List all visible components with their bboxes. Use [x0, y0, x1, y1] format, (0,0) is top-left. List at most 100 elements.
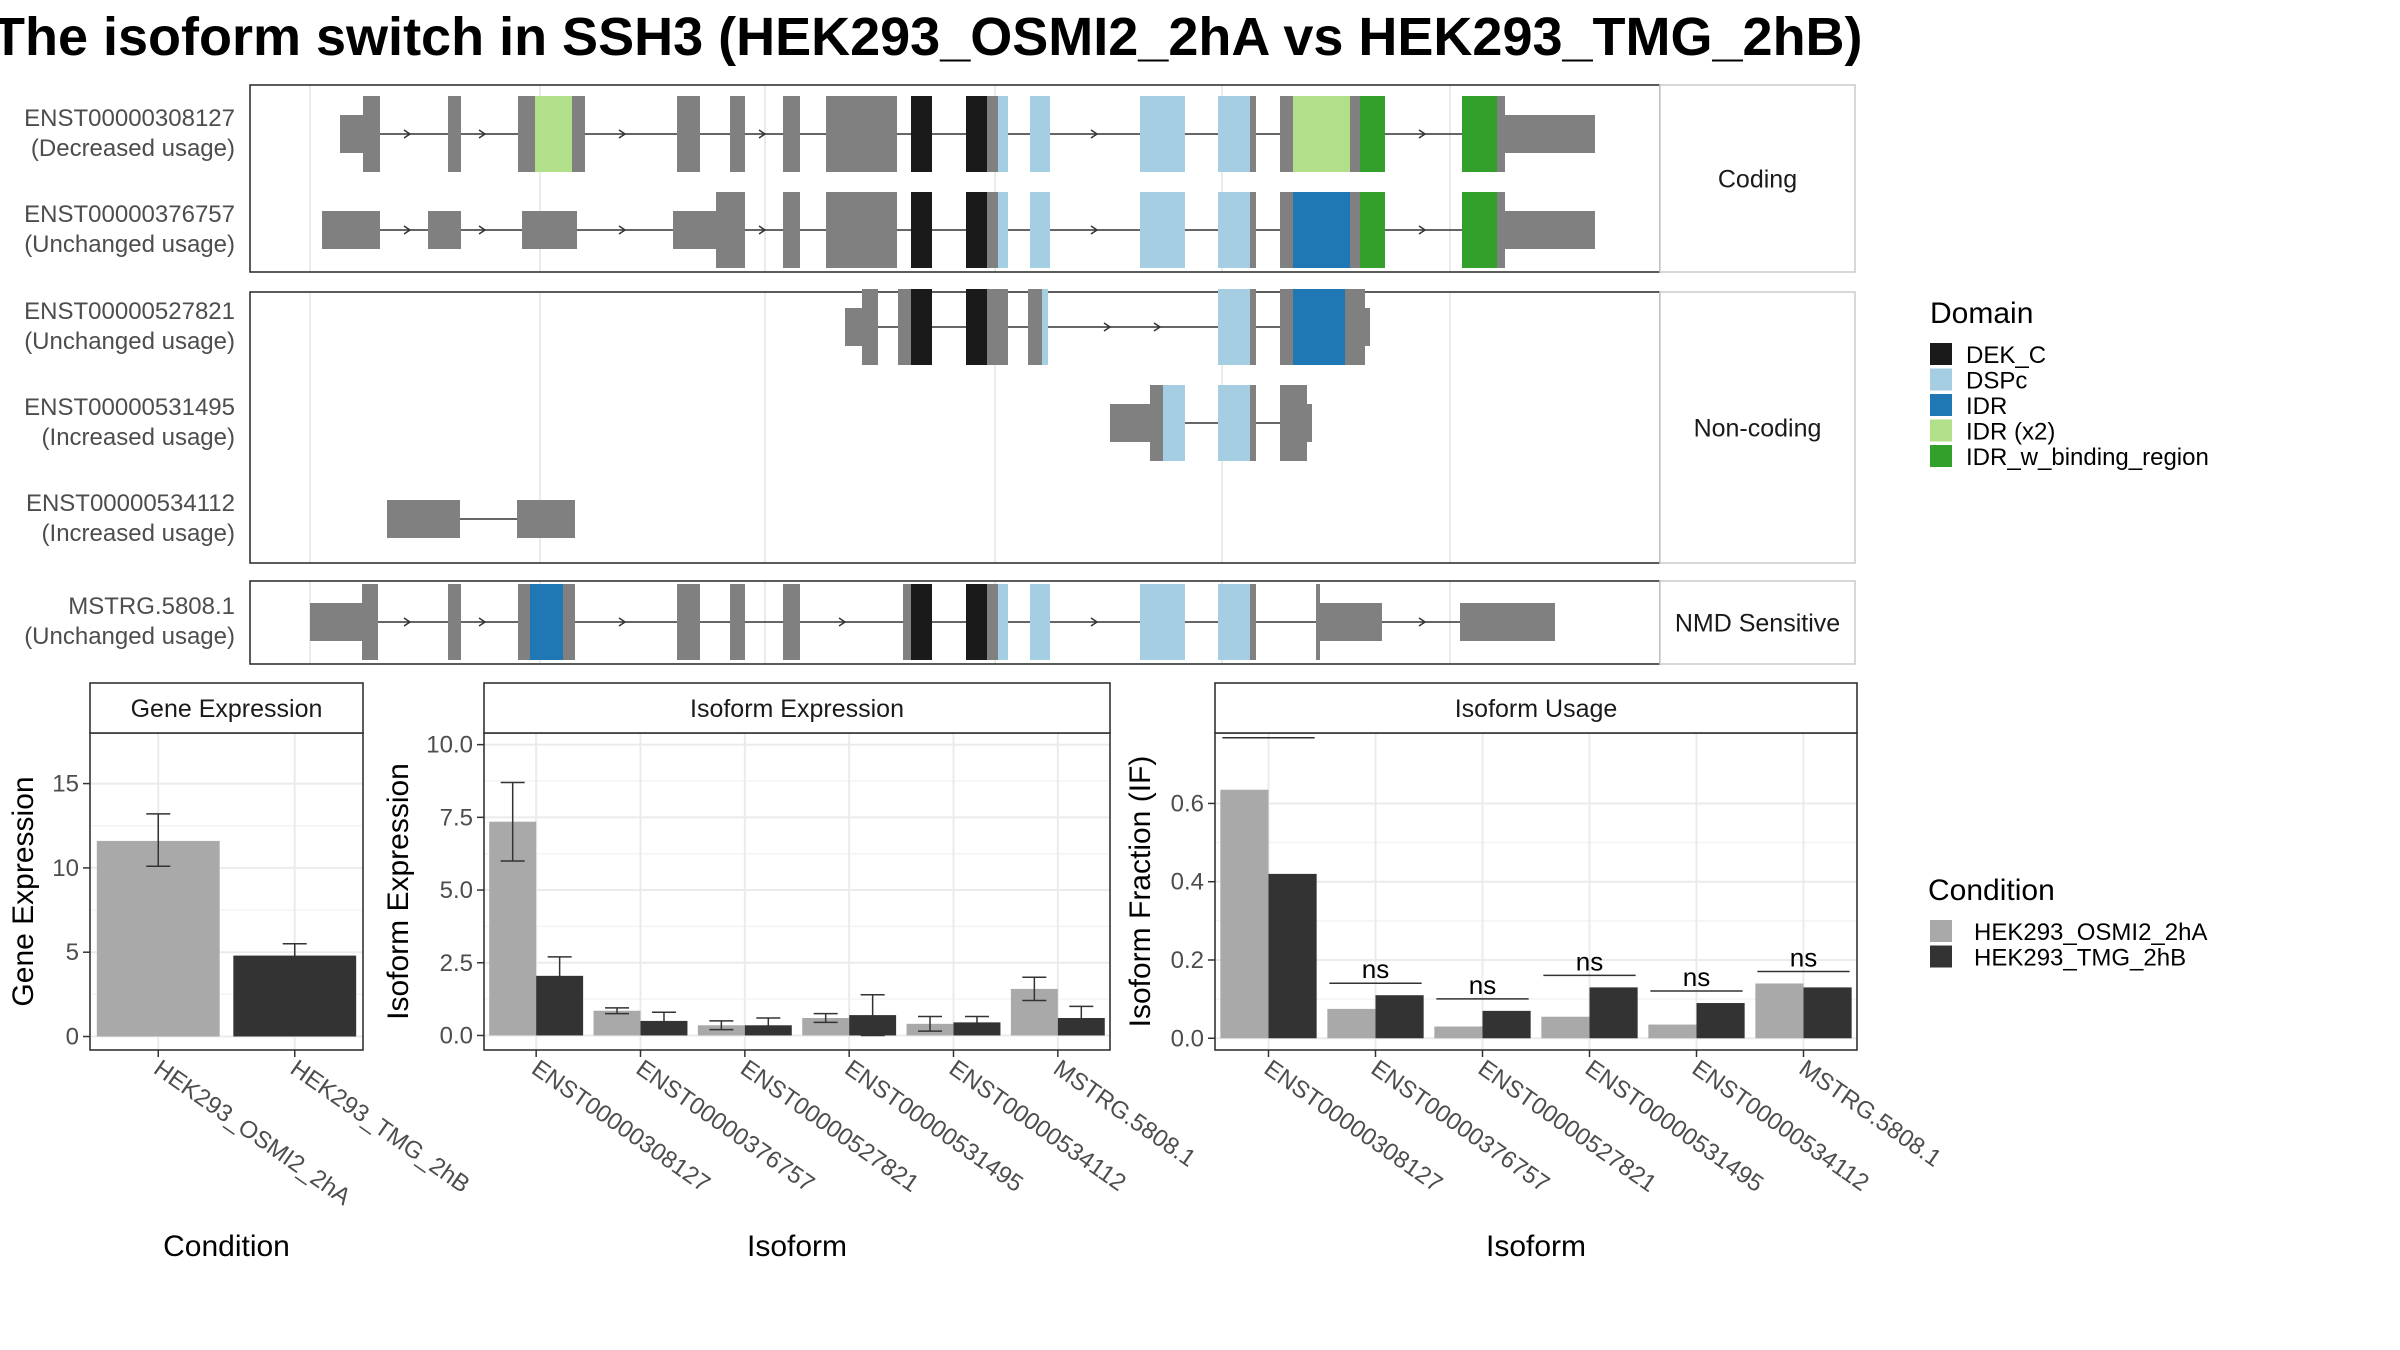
y-tick-label: 0.2 [1171, 947, 1204, 974]
y-tick-label: 10 [52, 855, 79, 882]
y-axis-title: Isoform Fraction (IF) [1124, 756, 1157, 1028]
exon [673, 211, 716, 249]
exon [1250, 385, 1256, 461]
exon [1350, 96, 1360, 172]
bar [96, 840, 220, 1037]
y-axis-title: Isoform Expression [382, 763, 415, 1020]
exon [987, 289, 1008, 365]
exon [1460, 603, 1555, 641]
isoform-expression-plot: Isoform Expression 0.0 2.5 5.0 7.5 10.0 ENST00… [382, 682, 1200, 1263]
error-bar [500, 781, 525, 862]
exon [898, 289, 911, 365]
x-tick-label: ENST00000308127 [527, 1055, 715, 1198]
bar [1434, 1026, 1483, 1039]
exon [428, 211, 461, 249]
domain-segment [1163, 385, 1185, 461]
domain-segment [1140, 96, 1185, 172]
exon [1307, 404, 1312, 442]
domain-segment [1218, 192, 1250, 268]
bar [1327, 1008, 1376, 1039]
exon [518, 96, 535, 172]
exon [522, 211, 577, 249]
strand-arrow [1090, 617, 1099, 627]
strand-arrow [1103, 322, 1112, 332]
strand-arrow [403, 129, 412, 139]
x-axis-title: Isoform [1486, 1230, 1586, 1263]
exon [1280, 192, 1293, 268]
strand-arrow [758, 129, 767, 139]
strand-arrow [758, 225, 767, 235]
facet-strip [89, 682, 364, 734]
transcript-id-label: ENST00000376757 [24, 201, 235, 228]
domain-segment [911, 192, 932, 268]
exon [322, 211, 380, 249]
transcript-usage-label: (Increased usage) [42, 424, 235, 451]
domain-legend-label: DEK_C [1966, 342, 2046, 369]
domain-segment [1462, 96, 1497, 172]
transcript-usage-label: (Decreased usage) [31, 135, 235, 162]
exon [1497, 96, 1505, 172]
transcript-usage-label: (Unchanged usage) [24, 623, 235, 650]
transcript-model [322, 192, 1595, 268]
facet-strip-label: Non-coding [1694, 415, 1822, 443]
y-tick-label: 2.5 [440, 950, 473, 977]
domain-segment [535, 96, 572, 172]
y-tick-label: 0.4 [1171, 869, 1204, 896]
strand-arrow [478, 225, 487, 235]
condition-legend-title: Condition [1928, 874, 2055, 907]
transcript-id-label: MSTRG.5808.1 [68, 593, 235, 620]
structure-strips: Coding Non-coding NMD Sensitive [1659, 84, 1856, 665]
bar [233, 955, 357, 1037]
x-tick-label: ENST00000534112 [944, 1055, 1131, 1197]
y-tick-label: 5.0 [440, 877, 473, 904]
exon [826, 192, 878, 268]
domain-legend-key [1930, 419, 1952, 442]
x-tick-label: ENST00000376757 [1366, 1055, 1554, 1198]
transcript-model [845, 289, 1370, 365]
y-tick-label: 7.5 [440, 804, 473, 831]
exon [517, 500, 575, 538]
error-bar [146, 813, 171, 867]
domain-segment [911, 584, 932, 660]
transcript-id-label: ENST00000531495 [24, 394, 235, 421]
exon [1110, 404, 1150, 442]
plot-panel-bg [1215, 733, 1857, 1050]
facet-strip-label: Coding [1718, 166, 1797, 194]
strand-arrow [1153, 322, 1162, 332]
transcript-usage-label: (Increased usage) [42, 520, 235, 547]
exon [783, 192, 800, 268]
exon [448, 96, 461, 172]
exon [845, 308, 862, 346]
error-bar [709, 1020, 734, 1031]
bar [1541, 1016, 1590, 1039]
significance-label: ns [1362, 954, 1389, 984]
exon [518, 584, 530, 660]
transcript-labels: ENST00000308127 (Decreased usage) ENST0000… [24, 105, 235, 650]
facet-strip-label: Isoform Usage [1455, 695, 1618, 723]
exon [1365, 308, 1370, 346]
error-bar [605, 1007, 630, 1015]
transcript-model [387, 500, 575, 538]
significance-label: ns [1576, 946, 1603, 976]
exon [878, 96, 897, 172]
domain-segment [1360, 96, 1385, 172]
domain-legend-title: Domain [1930, 297, 2033, 330]
y-tick-label: 5 [66, 939, 79, 966]
domain-segment [998, 96, 1008, 172]
plot-panel-bg [484, 733, 1110, 1050]
domain-segment [1140, 584, 1185, 660]
exon [1250, 584, 1256, 660]
x-tick-label: ENST00000534112 [1687, 1055, 1874, 1197]
exon [1350, 192, 1360, 268]
error-bar [860, 993, 885, 1037]
domain-legend-label: IDR (x2) [1966, 419, 2055, 446]
bar [1803, 987, 1852, 1039]
domain-segment [1293, 96, 1350, 172]
error-bar [1069, 1005, 1094, 1031]
exon [448, 584, 461, 660]
exon [340, 115, 363, 153]
strand-arrow [618, 129, 627, 139]
